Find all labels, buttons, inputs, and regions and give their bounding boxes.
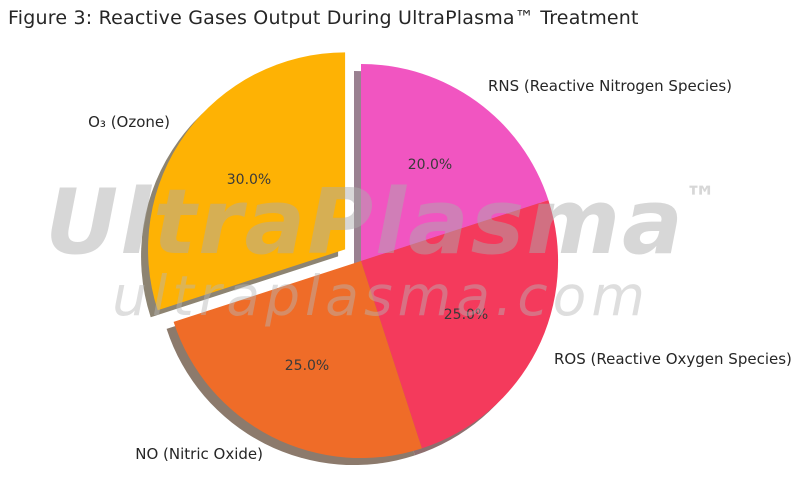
slice-pct-ros: 25.0% — [444, 307, 488, 323]
slice-label-o3: O₃ (Ozone) — [88, 113, 170, 131]
slice-label-rns: RNS (Reactive Nitrogen Species) — [488, 77, 732, 95]
pie-wedge-ros — [361, 200, 559, 449]
pie-wedge-rns — [361, 63, 549, 261]
slice-label-ros: ROS (Reactive Oxygen Species) — [554, 350, 792, 368]
slice-label-no: NO (Nitric Oxide) — [135, 445, 263, 463]
pie-wedge-o3 — [148, 52, 346, 311]
pie-wedges — [148, 52, 559, 459]
slice-pct-rns: 20.0% — [408, 157, 452, 173]
slice-pct-o3: 30.0% — [227, 172, 271, 188]
pie-wedge-no — [173, 261, 422, 459]
figure-title: Figure 3: Reactive Gases Output During U… — [8, 7, 639, 29]
slice-pct-no: 25.0% — [285, 358, 329, 374]
pie-labels: 20.0% RNS (Reactive Nitrogen Species) 25.0… — [88, 77, 792, 463]
